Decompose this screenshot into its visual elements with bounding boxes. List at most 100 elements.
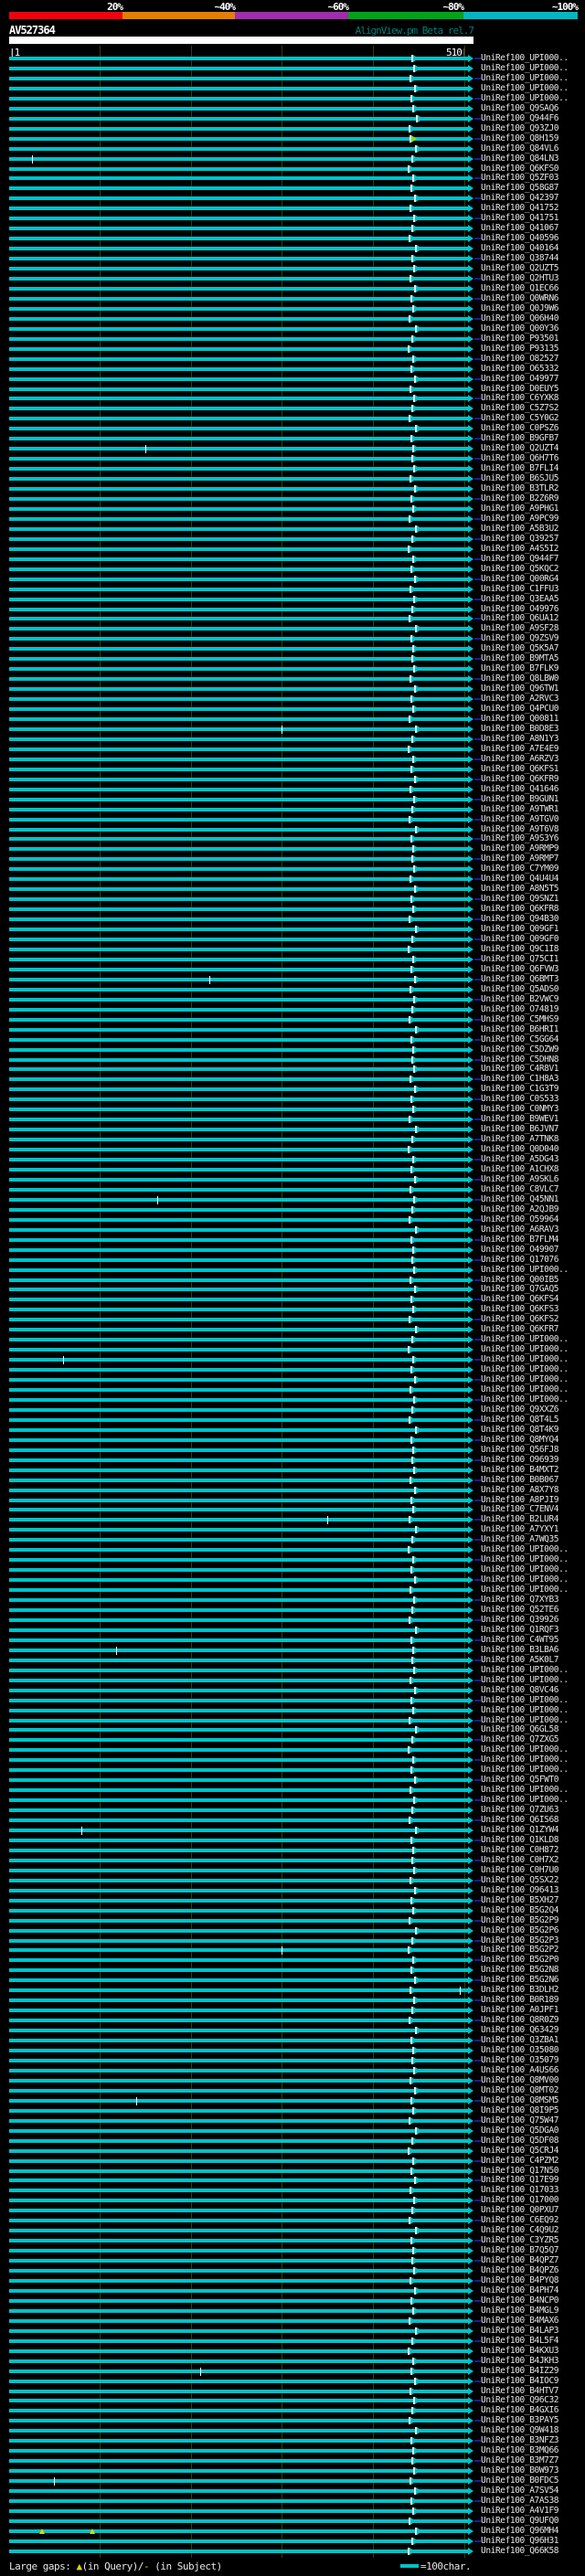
hit-accession-label[interactable]: UniRef100_Q94B30 — [481, 914, 559, 924]
hit-accession-label[interactable]: UniRef100_C4R8V1 — [481, 1064, 559, 1074]
hit-accession-label[interactable]: UniRef100_A8N5T5 — [481, 884, 559, 894]
hit-accession-label[interactable]: UniRef100_B6SJU5 — [481, 473, 559, 483]
hit-accession-label[interactable]: UniRef100_B5G2P9 — [481, 1915, 559, 1925]
hit-accession-label[interactable]: UniRef100_B2LUR4 — [481, 1514, 559, 1524]
hit-accession-label[interactable]: UniRef100_Q4PCU0 — [481, 704, 559, 714]
hit-accession-label[interactable]: UniRef100_Q17000 — [481, 2195, 559, 2205]
hit-accession-label[interactable]: UniRef100_Q9UFQ0 — [481, 2516, 559, 2526]
hit-accession-label[interactable]: UniRef100_Q42397 — [481, 193, 559, 203]
hit-accession-label[interactable]: UniRef100_O65332 — [481, 364, 559, 374]
hit-accession-label[interactable]: UniRef100_A9RMP7 — [481, 853, 559, 864]
hit-accession-label[interactable]: UniRef100_UPI000.. — [481, 63, 569, 73]
hit-accession-label[interactable]: UniRef100_Q39257 — [481, 534, 559, 544]
hit-accession-label[interactable]: UniRef100_B4NCP0 — [481, 2295, 559, 2306]
hit-accession-label[interactable]: UniRef100_A2RVC3 — [481, 694, 559, 704]
hit-accession-label[interactable]: UniRef100_B3PAY5 — [481, 2415, 559, 2425]
hit-accession-label[interactable]: UniRef100_Q9C1I8 — [481, 944, 559, 954]
hit-accession-label[interactable]: UniRef100_B4JKH3 — [481, 2356, 559, 2366]
hit-accession-label[interactable]: UniRef100_Q8MSM5 — [481, 2095, 559, 2105]
hit-accession-label[interactable]: UniRef100_Q9SAQ6 — [481, 103, 559, 113]
hit-accession-label[interactable]: UniRef100_Q1ZYW4 — [481, 1825, 559, 1835]
hit-accession-label[interactable]: UniRef100_Q8H159 — [481, 133, 559, 143]
hit-accession-label[interactable]: UniRef100_A9TWR1 — [481, 804, 559, 814]
hit-accession-label[interactable]: UniRef100_A9SF28 — [481, 623, 559, 633]
hit-accession-label[interactable]: UniRef100_B4HTV7 — [481, 2386, 559, 2396]
hit-accession-label[interactable]: UniRef100_Q9W418 — [481, 2425, 559, 2435]
hit-accession-label[interactable]: UniRef100_O49977 — [481, 374, 559, 384]
hit-accession-label[interactable]: UniRef100_O49976 — [481, 604, 559, 614]
hit-accession-label[interactable]: UniRef100_Q96C32 — [481, 2395, 559, 2405]
hit-accession-label[interactable]: UniRef100_Q6KFR8 — [481, 904, 559, 914]
hit-accession-label[interactable]: UniRef100_UPI000.. — [481, 1665, 569, 1675]
hit-accession-label[interactable]: UniRef100_B3LBA6 — [481, 1645, 559, 1655]
hit-accession-label[interactable]: UniRef100_UPI000.. — [481, 83, 569, 93]
hit-accession-label[interactable]: UniRef100_Q17N50 — [481, 2166, 559, 2176]
hit-accession-label[interactable]: UniRef100_A9PHG1 — [481, 504, 559, 514]
hit-accession-label[interactable]: UniRef100_B5G2P3 — [481, 1935, 559, 1945]
hit-accession-label[interactable]: UniRef100_O59964 — [481, 1214, 559, 1224]
hit-accession-label[interactable]: UniRef100_Q6H7T6 — [481, 453, 559, 463]
hit-accession-label[interactable]: UniRef100_C0PSZ6 — [481, 423, 559, 433]
hit-accession-label[interactable]: UniRef100_Q5ADS0 — [481, 984, 559, 994]
hit-accession-label[interactable]: UniRef100_Q6KFS2 — [481, 1314, 559, 1324]
hit-accession-label[interactable]: UniRef100_A9SKL6 — [481, 1174, 559, 1184]
hit-accession-label[interactable]: UniRef100_Q8MT02 — [481, 2085, 559, 2095]
hit-accession-label[interactable]: UniRef100_Q96H31 — [481, 2536, 559, 2546]
hit-accession-label[interactable]: UniRef100_B4PYQ8 — [481, 2275, 559, 2285]
hit-accession-label[interactable]: UniRef100_Q58G87 — [481, 183, 559, 193]
hit-accession-label[interactable]: UniRef100_UPI000.. — [481, 1715, 569, 1725]
hit-accession-label[interactable]: UniRef100_C7ENV4 — [481, 1504, 559, 1514]
hit-accession-label[interactable]: UniRef100_B5G2Q4 — [481, 1905, 559, 1915]
hit-accession-label[interactable]: UniRef100_A4US66 — [481, 2065, 559, 2075]
hit-accession-label[interactable]: UniRef100_Q0D040 — [481, 1144, 559, 1154]
hit-accession-label[interactable]: UniRef100_Q5DGA0 — [481, 2125, 559, 2136]
hit-accession-label[interactable]: UniRef100_B3DLH2 — [481, 1985, 559, 1995]
hit-accession-label[interactable]: UniRef100_Q6KFS4 — [481, 1294, 559, 1304]
hit-accession-label[interactable]: UniRef100_B5G2N8 — [481, 1965, 559, 1975]
hit-accession-label[interactable]: UniRef100_Q7ZXG5 — [481, 1734, 559, 1744]
hit-accession-label[interactable]: UniRef100_UPI000.. — [481, 1334, 569, 1344]
hit-accession-label[interactable]: UniRef100_Q9ZSV9 — [481, 633, 559, 643]
hit-accession-label[interactable]: UniRef100_Q84VL6 — [481, 143, 559, 154]
hit-accession-label[interactable]: UniRef100_Q8VC46 — [481, 1685, 559, 1695]
hit-accession-label[interactable]: UniRef100_C5DZW9 — [481, 1044, 559, 1055]
hit-accession-label[interactable]: UniRef100_B3M7Z7 — [481, 2455, 559, 2465]
hit-accession-label[interactable]: UniRef100_Q2HTU3 — [481, 273, 559, 283]
hit-accession-label[interactable]: UniRef100_B7Q5Q7 — [481, 2245, 559, 2255]
hit-accession-label[interactable]: UniRef100_B4KXU3 — [481, 2346, 559, 2356]
hit-accession-label[interactable]: UniRef100_Q8MV00 — [481, 2075, 559, 2085]
hit-accession-label[interactable]: UniRef100_B3NFZ3 — [481, 2435, 559, 2445]
hit-accession-label[interactable]: UniRef100_A9S3Y6 — [481, 833, 559, 843]
hit-accession-label[interactable]: UniRef100_Q84LN3 — [481, 154, 559, 164]
hit-accession-label[interactable]: UniRef100_UPI000.. — [481, 1364, 569, 1374]
hit-accession-label[interactable]: UniRef100_Q7ZU63 — [481, 1805, 559, 1815]
hit-accession-label[interactable]: UniRef100_Q00IB5 — [481, 1275, 559, 1285]
hit-accession-label[interactable]: UniRef100_Q0PXU7 — [481, 2205, 559, 2215]
hit-accession-label[interactable]: UniRef100_C6YXK8 — [481, 393, 559, 403]
hit-accession-label[interactable]: UniRef100_B7FLK9 — [481, 663, 559, 673]
hit-accession-label[interactable]: UniRef100_O96939 — [481, 1455, 559, 1465]
hit-accession-label[interactable]: UniRef100_B2Z6R9 — [481, 493, 559, 504]
hit-accession-label[interactable]: UniRef100_Q6GL58 — [481, 1724, 559, 1734]
hit-accession-label[interactable]: UniRef100_A6RZV3 — [481, 754, 559, 764]
hit-accession-label[interactable]: UniRef100_A9TGV0 — [481, 814, 559, 824]
hit-accession-label[interactable]: UniRef100_Q8T4L5 — [481, 1415, 559, 1425]
hit-accession-label[interactable]: UniRef100_C4WT95 — [481, 1635, 559, 1645]
hit-accession-label[interactable]: UniRef100_P93501 — [481, 334, 559, 344]
hit-accession-label[interactable]: UniRef100_A6RAV3 — [481, 1224, 559, 1235]
hit-accession-label[interactable]: UniRef100_Q7GAQ5 — [481, 1284, 559, 1294]
hit-accession-label[interactable]: UniRef100_UPI000.. — [481, 1765, 569, 1775]
hit-accession-label[interactable]: UniRef100_Q96TW1 — [481, 684, 559, 694]
hit-accession-label[interactable]: UniRef100_Q39926 — [481, 1615, 559, 1625]
hit-accession-label[interactable]: UniRef100_Q17076 — [481, 1255, 559, 1265]
hit-accession-label[interactable]: UniRef100_O96413 — [481, 1885, 559, 1895]
hit-accession-label[interactable]: UniRef100_Q6KFS0 — [481, 164, 559, 174]
hit-accession-label[interactable]: UniRef100_Q09GF0 — [481, 934, 559, 944]
hit-accession-label[interactable]: UniRef100_B4IOC9 — [481, 2376, 559, 2386]
hit-accession-label[interactable]: UniRef100_C0H7X2 — [481, 1855, 559, 1865]
hit-accession-label[interactable]: UniRef100_B4QPZ7 — [481, 2255, 559, 2265]
hit-accession-label[interactable]: UniRef100_A7WQ35 — [481, 1534, 559, 1544]
hit-accession-label[interactable]: UniRef100_Q4U4U4 — [481, 874, 559, 884]
hit-accession-label[interactable]: UniRef100_C0S533 — [481, 1094, 559, 1104]
hit-accession-label[interactable]: UniRef100_B9MTA5 — [481, 653, 559, 663]
